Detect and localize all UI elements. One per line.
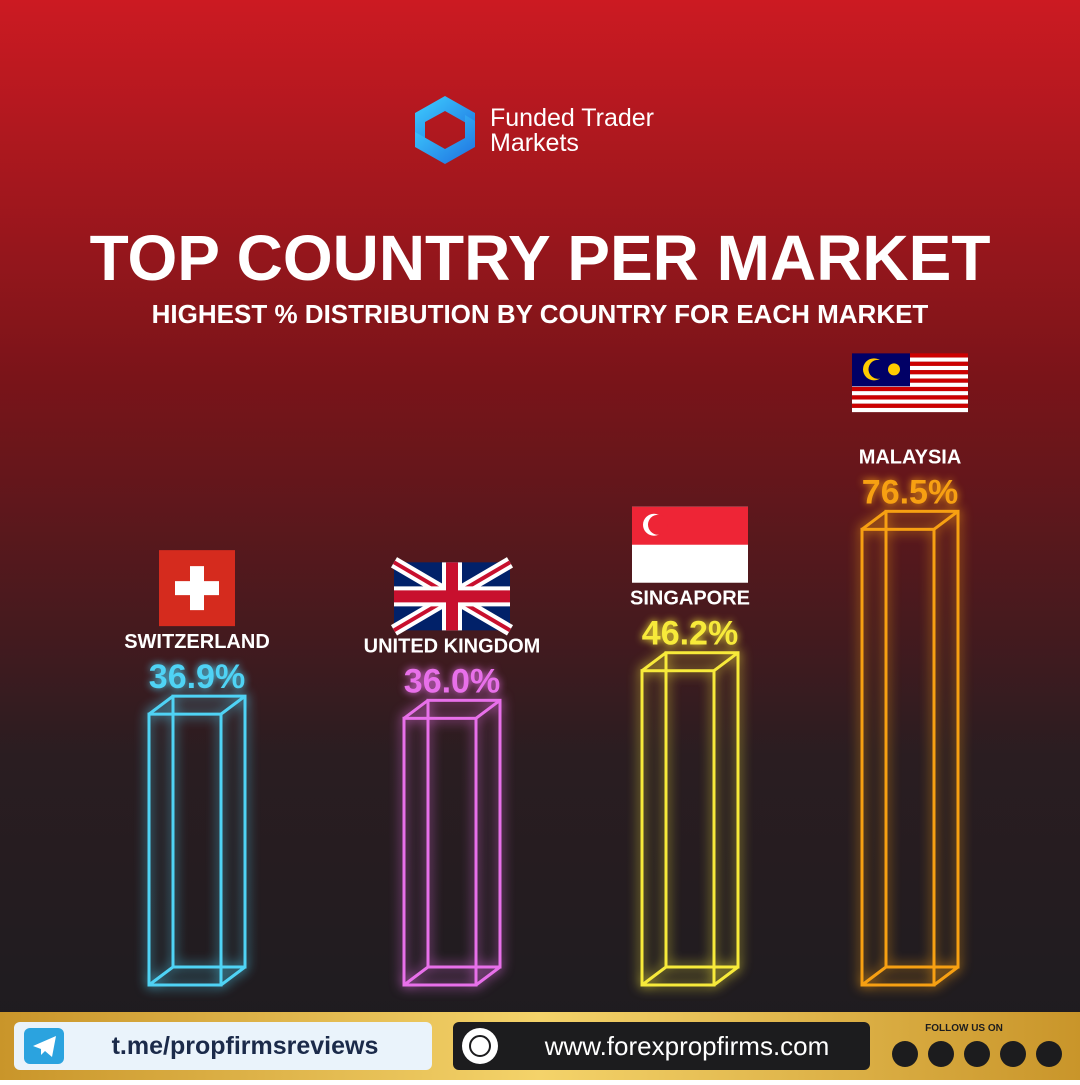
bar-front bbox=[147, 712, 223, 987]
follow-label: FOLLOW US ON bbox=[925, 1023, 1003, 1034]
value-label: 76.5% bbox=[862, 473, 958, 511]
flag bbox=[648, 514, 668, 535]
chart-subtitle: HIGHEST % DISTRIBUTION BY COUNTRY FOR EA… bbox=[152, 299, 929, 329]
telegram-icon-glyph bbox=[33, 1036, 56, 1057]
flag bbox=[390, 557, 514, 636]
social-icons bbox=[892, 1041, 1062, 1067]
flag bbox=[175, 581, 219, 596]
social-icon[interactable] bbox=[928, 1041, 954, 1067]
flag bbox=[852, 399, 968, 404]
social-icon[interactable] bbox=[1000, 1041, 1026, 1067]
bar-back bbox=[171, 694, 247, 969]
social-icon[interactable] bbox=[964, 1041, 990, 1067]
flag bbox=[632, 506, 748, 583]
flag bbox=[159, 550, 235, 627]
bar-front bbox=[640, 669, 716, 987]
flag bbox=[852, 353, 968, 413]
flag bbox=[852, 386, 968, 392]
category-label: SINGAPORE bbox=[630, 588, 750, 610]
bar-edges bbox=[403, 699, 501, 987]
logo bbox=[415, 96, 475, 164]
globe-icon bbox=[469, 1035, 491, 1057]
flag bbox=[394, 562, 510, 631]
value-label: 46.2% bbox=[642, 615, 738, 653]
flag bbox=[868, 359, 888, 379]
bar-back bbox=[426, 698, 502, 969]
chart-title: TOP COUNTRY PER MARKET bbox=[90, 222, 991, 294]
telegram-link[interactable]: t.me/propfirmsreviews bbox=[112, 1032, 379, 1060]
flag bbox=[852, 403, 968, 408]
telegram-box[interactable] bbox=[14, 1022, 432, 1070]
social-icon[interactable] bbox=[1036, 1041, 1062, 1067]
brand-name: Funded Trader bbox=[490, 104, 654, 132]
social-icon[interactable] bbox=[892, 1041, 918, 1067]
category-label: MALAYSIA bbox=[859, 446, 962, 468]
bar-front bbox=[860, 527, 936, 987]
website-link[interactable]: www.forexpropfirms.com bbox=[544, 1031, 830, 1061]
website-box[interactable] bbox=[453, 1022, 870, 1070]
value-label: 36.0% bbox=[404, 662, 500, 700]
flag bbox=[852, 407, 968, 413]
bar-back bbox=[664, 651, 740, 969]
brand-name: Markets bbox=[490, 129, 579, 157]
bar-front bbox=[402, 716, 478, 987]
flag bbox=[852, 395, 968, 400]
value-label: 36.9% bbox=[149, 658, 245, 696]
globe-icon bbox=[462, 1028, 498, 1064]
bar bbox=[860, 509, 960, 987]
flag bbox=[852, 391, 968, 396]
flag bbox=[888, 363, 900, 376]
bar-edges bbox=[641, 651, 739, 987]
bar-back bbox=[884, 509, 960, 969]
bar-edges bbox=[861, 510, 959, 987]
bar bbox=[402, 698, 502, 987]
plot: 36.9% SWITZERLAND 36.0% UNITED KINGDOM 46.2%… bbox=[124, 353, 968, 987]
bar-edges bbox=[148, 694, 246, 987]
category-label: SWITZERLAND bbox=[124, 631, 270, 653]
category-label: UNITED KINGDOM bbox=[364, 635, 541, 657]
bar bbox=[640, 651, 740, 987]
bar bbox=[147, 694, 247, 987]
